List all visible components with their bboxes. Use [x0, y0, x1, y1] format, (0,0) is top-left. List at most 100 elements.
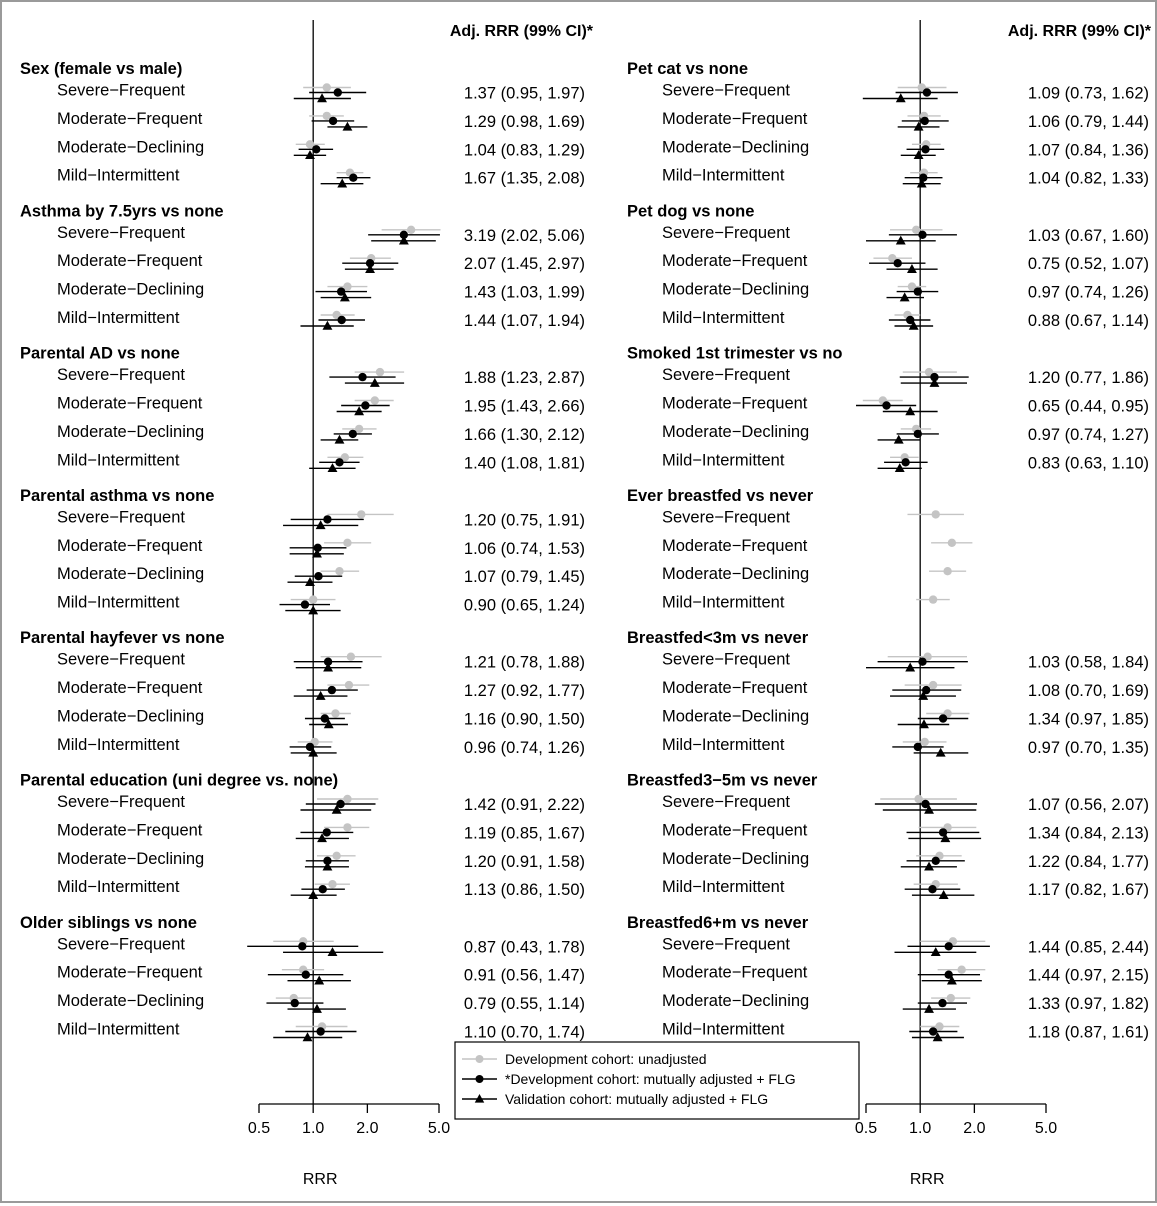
- adjusted-point: [323, 856, 332, 865]
- unadjusted-point: [332, 851, 341, 860]
- adjusted-point: [913, 742, 923, 752]
- validation-point: [322, 320, 333, 330]
- adjusted-point: [358, 372, 367, 382]
- row-label: Moderate−Frequent: [662, 964, 808, 982]
- validation-point: [907, 264, 917, 273]
- rrr-value-text: 1.06 (0.79, 1.44): [1028, 113, 1149, 131]
- unadjusted-point: [957, 965, 966, 974]
- validation-point: [894, 463, 905, 473]
- right-panel: Adj. RRR (99% CI)* 0.5 1.0 2.0 5.0 RRR Pet cat…: [627, 20, 1152, 1188]
- row-label: Severe−Frequent: [662, 935, 790, 953]
- row-label: Moderate−Frequent: [57, 964, 203, 982]
- adjusted-point: [301, 970, 311, 979]
- left-panel: Adj. RRR (99% CI)* 0.5 1.0 2.0 5.0 RRR Sex (fe…: [20, 20, 594, 1188]
- validation-point: [323, 662, 334, 672]
- unadjusted-point: [947, 538, 957, 547]
- rrr-value-text: 1.34 (0.84, 2.13): [1028, 824, 1149, 842]
- validation-point: [940, 833, 951, 843]
- validation-point: [932, 1032, 943, 1042]
- validation-point: [308, 605, 319, 615]
- validation-point: [905, 662, 916, 672]
- rrr-value-text: 1.37 (0.95, 1.97): [464, 85, 585, 103]
- rrr-column-header: Adj. RRR (99% CI)*: [1008, 23, 1152, 40]
- row-label: Mild−Intermittent: [662, 1021, 785, 1039]
- adjusted-point: [913, 429, 923, 439]
- rrr-value-text: 0.83 (0.63, 1.10): [1028, 454, 1149, 472]
- validation-point: [312, 548, 322, 558]
- rrr-column-header: Adj. RRR (99% CI)*: [450, 23, 594, 40]
- rrr-value-text: 1.03 (0.67, 1.60): [1028, 227, 1149, 245]
- group-label: Older siblings vs none: [20, 914, 197, 932]
- rrr-value-text: 1.09 (0.73, 1.62): [1028, 85, 1149, 103]
- row-label: Mild−Intermittent: [662, 451, 785, 469]
- validation-point: [315, 690, 326, 700]
- validation-point: [918, 690, 929, 700]
- rrr-value-text: 1.42 (0.91, 2.22): [464, 796, 585, 814]
- legend-label-validation: Validation cohort: mutually adjusted + F…: [505, 1091, 768, 1107]
- adjusted-point: [901, 458, 910, 467]
- adjusted-point: [921, 145, 930, 154]
- row-label: Moderate−Frequent: [57, 537, 203, 555]
- row-label: Moderate−Declining: [57, 850, 204, 868]
- x-tick-label: 0.5: [248, 1120, 270, 1137]
- unadjusted-point: [357, 510, 366, 519]
- adjusted-point: [944, 942, 953, 951]
- validation-point: [929, 377, 940, 387]
- row-label: Moderate−Frequent: [57, 252, 203, 270]
- x-tick-label: 5.0: [428, 1120, 450, 1137]
- unadjusted-point: [305, 140, 315, 149]
- adjusted-point: [349, 173, 358, 182]
- unadjusted-point: [924, 367, 934, 377]
- rrr-value-text: 1.43 (1.03, 1.99): [464, 284, 585, 302]
- validation-point: [398, 235, 409, 245]
- adjusted-point: [928, 1027, 938, 1036]
- rrr-value-text: 1.40 (1.08, 1.81): [464, 454, 585, 472]
- rrr-value-text: 0.97 (0.70, 1.35): [1028, 739, 1149, 757]
- rrr-value-text: 1.17 (0.82, 1.67): [1028, 881, 1149, 899]
- rrr-value-text: 1.16 (0.90, 1.50): [464, 711, 585, 729]
- rrr-value-text: 1.27 (0.92, 1.77): [464, 682, 585, 700]
- rrr-value-text: 1.95 (1.43, 2.66): [464, 398, 585, 416]
- unadjusted-point: [931, 510, 940, 519]
- row-label: Moderate−Frequent: [57, 110, 203, 128]
- adjusted-point: [365, 259, 375, 268]
- validation-point: [893, 434, 904, 444]
- row-label: Severe−Frequent: [662, 224, 790, 242]
- validation-point: [334, 434, 345, 444]
- validation-point: [916, 178, 927, 188]
- unadjusted-point: [322, 83, 331, 92]
- group-label: Ever breastfed vs never: [627, 487, 814, 505]
- group-label: Parental education (uni degree vs. none): [20, 772, 338, 790]
- validation-point: [899, 292, 910, 302]
- row-label: Moderate−Declining: [662, 992, 809, 1010]
- unadjusted-point: [907, 282, 917, 291]
- adjusted-point: [290, 998, 299, 1008]
- legend-box: [454, 1041, 860, 1120]
- row-label: Moderate−Declining: [662, 423, 809, 441]
- legend-label-adjusted: *Development cohort: mutually adjusted +…: [505, 1071, 796, 1087]
- row-label: Moderate−Frequent: [662, 110, 808, 128]
- rrr-value-text: 1.20 (0.91, 1.58): [464, 853, 585, 871]
- validation-point: [323, 719, 334, 729]
- validation-point: [308, 890, 319, 899]
- row-label: Severe−Frequent: [57, 508, 185, 526]
- unadjusted-point: [343, 538, 352, 547]
- group-label: Breastfed<3m vs never: [627, 629, 809, 647]
- validation-point: [305, 150, 315, 160]
- row-label: Mild−Intermittent: [57, 167, 180, 185]
- row-label: Moderate−Frequent: [662, 821, 808, 839]
- adjusted-point: [323, 515, 332, 524]
- adjusted-point: [336, 287, 346, 296]
- rrr-value-text: 1.10 (0.70, 1.74): [464, 1024, 585, 1042]
- unadjusted-point: [923, 652, 932, 661]
- rrr-value-text: 1.08 (0.70, 1.69): [1028, 682, 1149, 700]
- rrr-value-text: 0.90 (0.65, 1.24): [464, 597, 585, 615]
- row-label: Moderate−Frequent: [57, 395, 203, 413]
- x-tick-label: 1.0: [302, 1120, 324, 1137]
- rrr-value-text: 1.07 (0.84, 1.36): [1028, 141, 1149, 159]
- row-label: Moderate−Declining: [57, 281, 204, 299]
- x-tick-label: 0.5: [855, 1120, 877, 1137]
- unadjusted-point: [911, 225, 921, 234]
- adjusted-point: [920, 116, 929, 126]
